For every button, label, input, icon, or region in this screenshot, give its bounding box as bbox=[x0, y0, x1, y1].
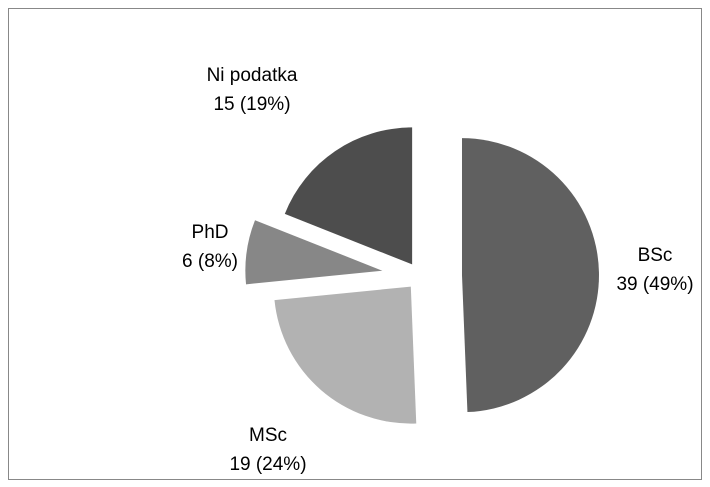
slice-value-label: 6 (8%) bbox=[182, 251, 238, 272]
pie-slice bbox=[274, 286, 417, 424]
slice-label: MSc bbox=[249, 425, 287, 446]
slice-label: Ni podatka bbox=[207, 65, 298, 86]
pie-slice bbox=[284, 127, 413, 265]
pie-slice bbox=[245, 220, 383, 285]
slice-value-label: 19 (24%) bbox=[229, 454, 306, 475]
slice-value-label: 39 (49%) bbox=[616, 274, 693, 295]
slice-label: PhD bbox=[192, 222, 229, 243]
slice-value-label: 15 (19%) bbox=[213, 94, 290, 115]
pie-slice bbox=[461, 138, 599, 413]
slice-label: BSc bbox=[638, 245, 673, 266]
